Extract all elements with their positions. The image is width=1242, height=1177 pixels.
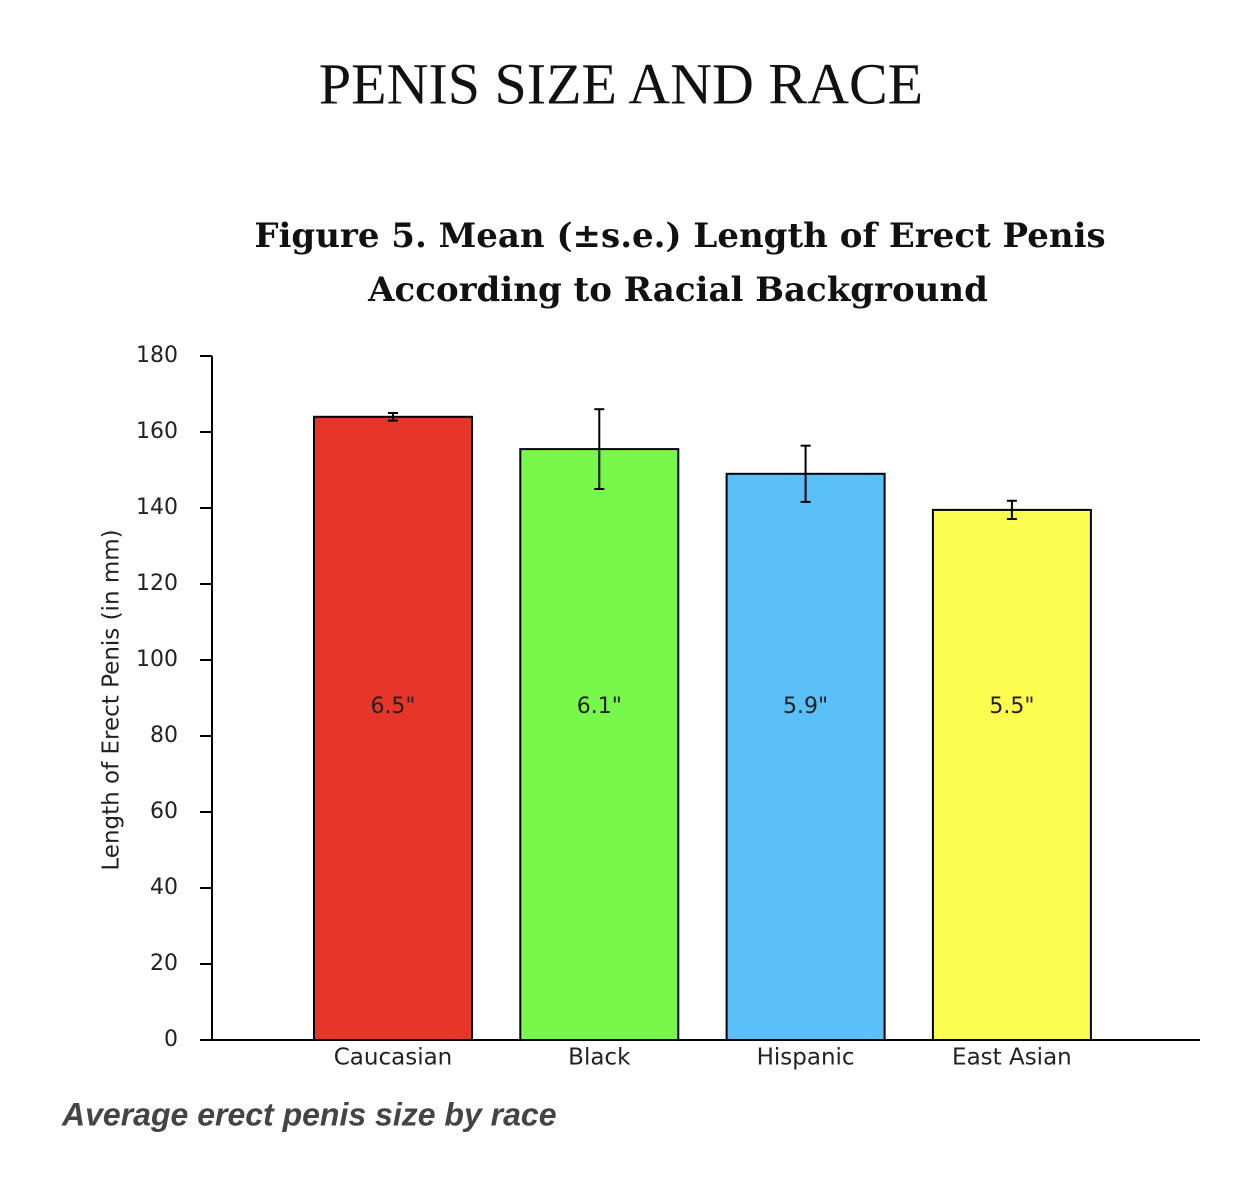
bar xyxy=(725,472,886,1041)
error-bar xyxy=(594,408,605,490)
error-bar xyxy=(800,444,811,503)
y-tick-label: 0 xyxy=(164,1027,178,1052)
y-tick-label: 180 xyxy=(136,343,178,368)
y-axis-label: Length of Erect Penis (in mm) xyxy=(99,529,125,870)
y-tick-label: 20 xyxy=(150,951,178,976)
x-tick-label: Hispanic xyxy=(757,1045,855,1071)
x-tick-label: Black xyxy=(568,1045,631,1071)
value-label: 5.9" xyxy=(783,694,828,719)
y-tick-label: 120 xyxy=(136,571,178,596)
bar xyxy=(313,415,473,1041)
y-tick-label: 60 xyxy=(150,799,178,824)
error-bar xyxy=(1006,499,1017,521)
x-tick-label: East Asian xyxy=(952,1045,1072,1071)
value-label: 6.5" xyxy=(370,694,415,719)
chart-title: According to Racial Background xyxy=(367,270,988,310)
y-tick-label: 140 xyxy=(136,495,178,520)
y-tick-label: 100 xyxy=(136,647,178,672)
y-tick-label: 80 xyxy=(150,723,178,748)
value-label: 5.5" xyxy=(989,694,1034,719)
y-tick-label: 40 xyxy=(150,875,178,900)
bar xyxy=(519,448,680,1042)
y-tick-label: 160 xyxy=(136,419,178,444)
chart-title: Figure 5. Mean (±s.e.) Length of Erect P… xyxy=(254,216,1105,256)
error-bar xyxy=(388,412,398,422)
bar xyxy=(931,508,1092,1041)
x-tick-label: Caucasian xyxy=(334,1045,453,1071)
value-label: 6.1" xyxy=(577,694,622,719)
page-title: PENIS SIZE AND RACE xyxy=(319,51,923,116)
caption: Average erect penis size by race xyxy=(61,1096,557,1132)
